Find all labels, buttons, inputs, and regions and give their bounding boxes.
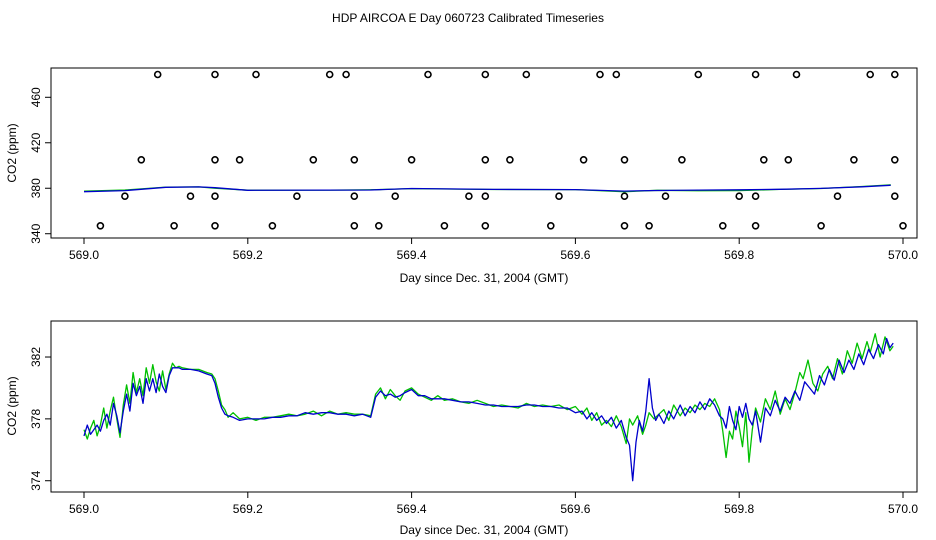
x-tick-label: 569.6 <box>560 502 590 516</box>
top-x-axis: 569.0 569.2 569.4 569.6 569.8 570.0 <box>69 238 918 262</box>
bottom-y-axis-label: CO2 (ppm) <box>5 376 19 435</box>
data-point-marker <box>555 192 563 200</box>
data-point-marker <box>890 156 899 164</box>
data-point-marker <box>620 192 629 200</box>
bottom-y-axis: 374 378 382 <box>29 347 51 491</box>
data-point-marker <box>153 70 162 79</box>
top-y-axis: 340 380 420 460 <box>29 87 51 244</box>
y-tick-label: 382 <box>29 347 43 367</box>
bottom-panel: 569.0 569.2 569.4 569.6 569.8 570.0 374 378 382… <box>5 320 918 537</box>
x-tick-label: 569.4 <box>397 502 427 516</box>
data-point-marker <box>186 192 195 200</box>
data-point-marker <box>391 192 400 200</box>
data-point-marker <box>121 192 129 200</box>
top-plot-frame <box>50 67 918 239</box>
top-panel: 569.0 569.2 569.4 569.6 569.8 570.0 340 380 420… <box>5 67 918 285</box>
data-point-marker <box>235 156 244 164</box>
data-point-marker <box>481 70 490 79</box>
data-point-marker <box>596 70 604 79</box>
data-point-marker <box>890 70 899 79</box>
data-point-marker <box>96 222 105 230</box>
data-point-marker <box>620 156 629 164</box>
x-tick-label: 570.0 <box>888 248 918 262</box>
data-point-marker <box>268 222 277 230</box>
y-tick-label: 378 <box>29 409 43 429</box>
series-line-1 <box>83 184 891 193</box>
x-tick-label: 569.2 <box>233 248 263 262</box>
y-tick-label: 420 <box>29 132 43 152</box>
data-point-marker <box>309 156 318 164</box>
data-point-marker <box>751 70 760 79</box>
data-point-marker <box>211 192 219 200</box>
data-point-marker <box>211 222 219 230</box>
bottom-x-axis-label: Day since Dec. 31, 2004 (GMT) <box>400 523 569 537</box>
x-tick-label: 569.8 <box>724 502 754 516</box>
top-x-axis-label: Day since Dec. 31, 2004 (GMT) <box>400 271 569 285</box>
data-point-marker <box>833 192 842 200</box>
data-point-marker <box>817 222 825 230</box>
data-point-marker <box>481 156 490 164</box>
data-point-marker <box>579 156 588 164</box>
x-tick-label: 569.6 <box>560 248 590 262</box>
data-point-marker <box>465 192 473 200</box>
series-line-2 <box>83 337 894 482</box>
y-tick-label: 460 <box>29 87 43 107</box>
data-point-marker <box>784 156 793 164</box>
data-point-marker <box>899 222 907 230</box>
data-point-marker <box>792 70 801 79</box>
x-tick-label: 569.8 <box>724 248 754 262</box>
data-point-marker <box>211 70 219 79</box>
data-point-marker <box>694 70 703 79</box>
data-point-marker <box>325 70 334 79</box>
top-y-axis-label: CO2 (ppm) <box>5 123 19 182</box>
series-line-2 <box>83 184 891 193</box>
data-point-marker <box>522 70 531 79</box>
y-tick-label: 374 <box>29 470 43 490</box>
x-tick-label: 569.0 <box>69 502 99 516</box>
data-point-marker <box>374 222 383 230</box>
data-point-marker <box>424 70 432 79</box>
data-point-marker <box>735 192 744 200</box>
data-point-marker <box>481 222 490 230</box>
data-point-marker <box>751 192 760 200</box>
data-point-marker <box>407 156 416 164</box>
bottom-x-axis: 569.0 569.2 569.4 569.6 569.8 570.0 <box>69 492 918 516</box>
x-tick-label: 569.4 <box>397 248 427 262</box>
y-tick-label: 380 <box>29 178 43 198</box>
data-point-marker <box>137 156 146 164</box>
top-plot-marks <box>83 70 907 230</box>
data-point-marker <box>506 156 514 164</box>
data-point-marker <box>645 222 653 230</box>
data-point-marker <box>612 70 621 79</box>
data-point-marker <box>170 222 178 230</box>
data-point-marker <box>890 192 899 200</box>
data-point-marker <box>440 222 449 230</box>
data-point-marker <box>546 222 555 230</box>
figure-title: HDP AIRCOA E Day 060723 Calibrated Times… <box>332 11 604 25</box>
data-point-marker <box>350 192 359 200</box>
x-tick-label: 570.0 <box>888 502 918 516</box>
data-point-marker <box>850 156 858 164</box>
data-point-marker <box>293 192 301 200</box>
y-tick-label: 340 <box>29 223 43 243</box>
data-point-marker <box>759 156 768 164</box>
x-tick-label: 569.0 <box>69 248 99 262</box>
x-tick-label: 569.2 <box>233 502 263 516</box>
data-point-marker <box>718 222 727 230</box>
data-point-marker <box>481 192 490 200</box>
data-point-marker <box>350 156 359 164</box>
data-point-marker <box>620 222 629 230</box>
data-point-marker <box>751 222 760 230</box>
data-point-marker <box>661 192 670 200</box>
data-point-marker <box>678 156 686 164</box>
bottom-plot-frame <box>50 320 918 493</box>
data-point-marker <box>342 70 350 79</box>
bottom-plot-marks <box>83 333 894 482</box>
data-point-marker <box>252 70 260 79</box>
series-line-1 <box>83 333 894 463</box>
data-point-marker <box>350 222 359 230</box>
data-point-marker <box>211 156 219 164</box>
data-point-marker <box>866 70 875 79</box>
